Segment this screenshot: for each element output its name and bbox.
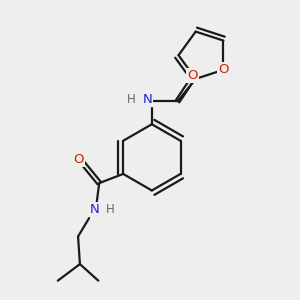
Text: O: O bbox=[218, 63, 229, 76]
Text: H: H bbox=[106, 203, 115, 216]
Text: N: N bbox=[142, 93, 152, 106]
Text: O: O bbox=[187, 69, 198, 82]
Text: N: N bbox=[90, 203, 100, 216]
Text: H: H bbox=[127, 93, 136, 106]
Text: O: O bbox=[74, 153, 84, 166]
